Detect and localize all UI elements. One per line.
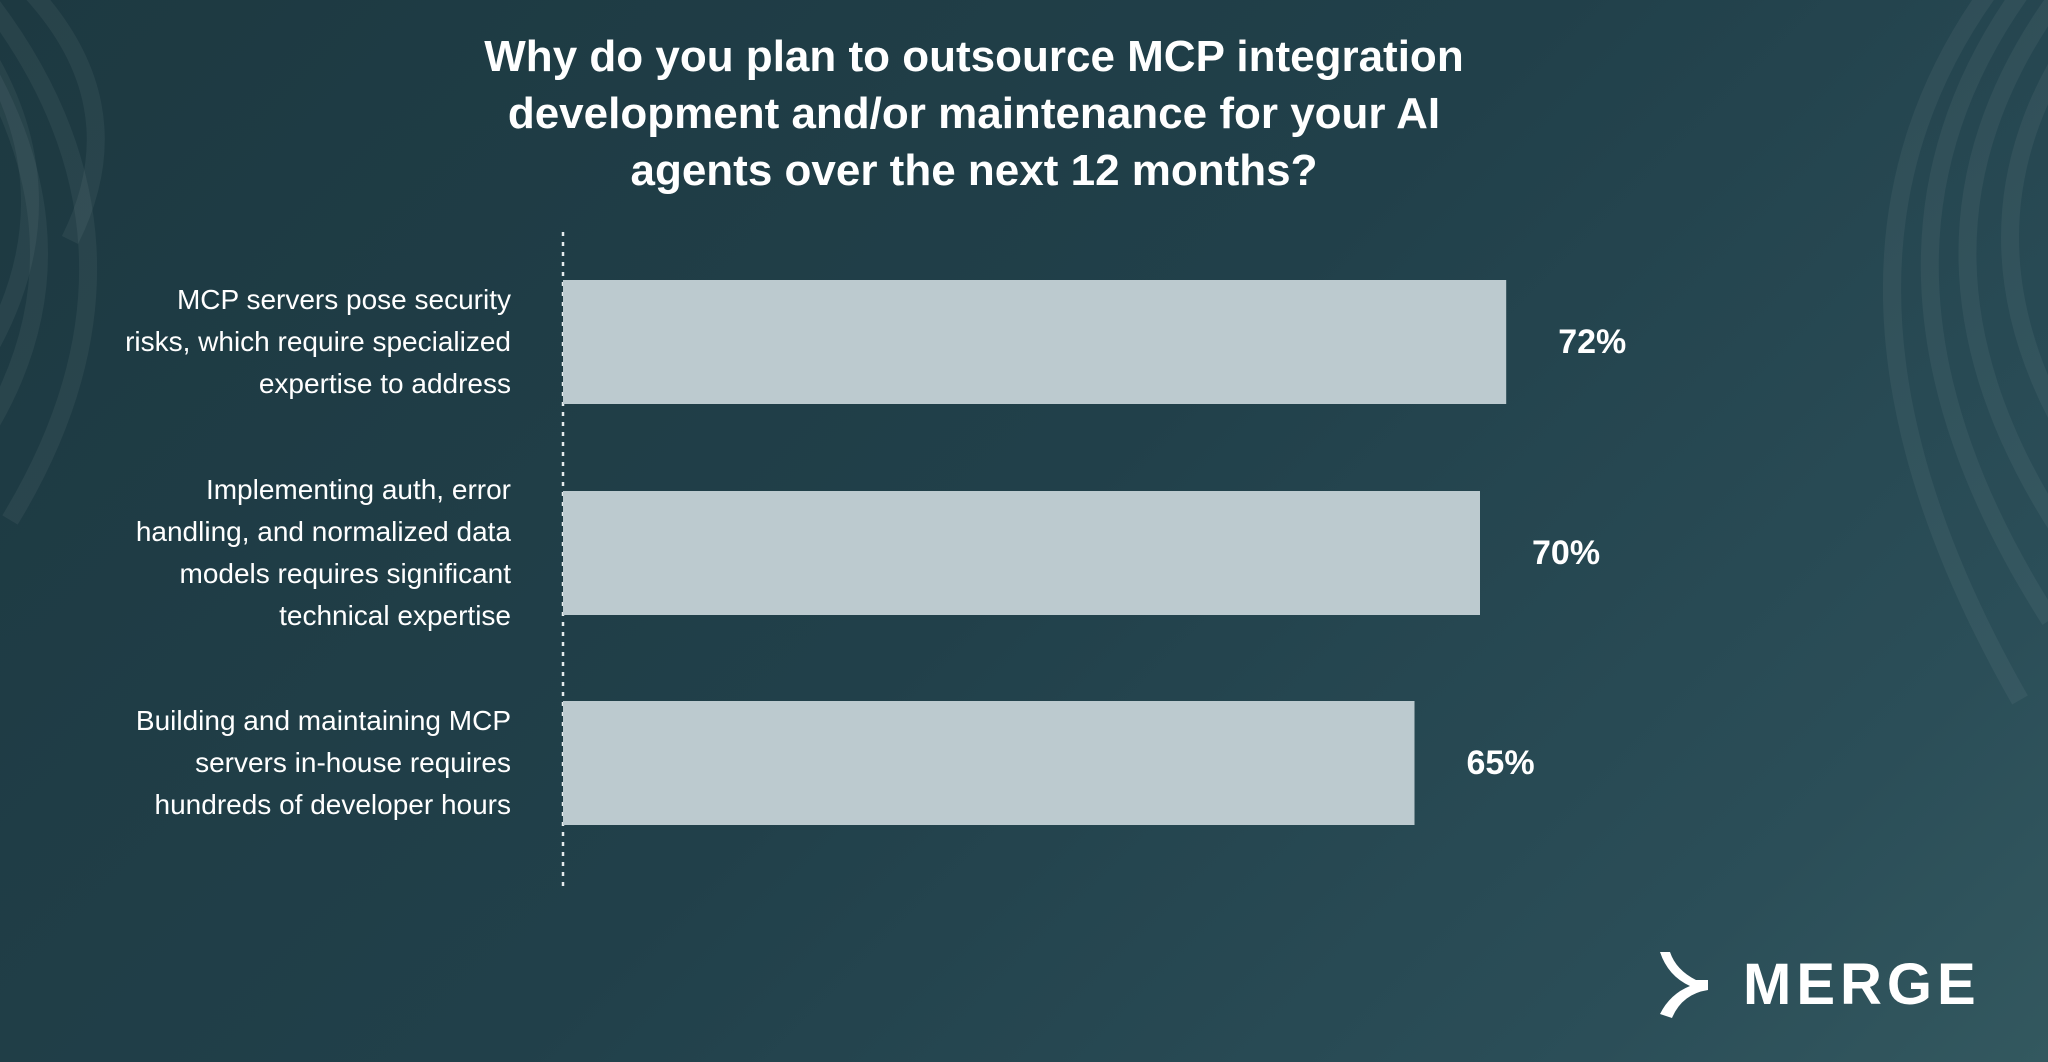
title-line: Why do you plan to outsource MCP integra… xyxy=(484,32,1464,81)
category-label-line: expertise to address xyxy=(258,368,511,399)
category-label-line: Implementing auth, error xyxy=(205,474,511,505)
bar-2 xyxy=(563,491,1480,615)
category-label-1: MCP servers pose security risks, which re… xyxy=(51,279,511,405)
title-line: agents over the next 12 months? xyxy=(630,146,1318,195)
category-label-line: handling, and normalized data xyxy=(135,516,511,547)
value-label-2: 70% xyxy=(1532,534,1601,572)
title-line: development and/or maintenance for your … xyxy=(507,89,1441,138)
chart-title: Why do you plan to outsource MCP integra… xyxy=(374,28,1574,199)
merge-chevron-icon xyxy=(1660,952,1708,1018)
category-label-line: risks, which require specialized xyxy=(125,326,511,357)
category-label-line: models requires significant xyxy=(179,558,512,589)
merge-wordmark: MERGE xyxy=(1743,952,1981,1017)
merge-logo: MERGE xyxy=(1656,950,1976,1024)
value-label-3: 65% xyxy=(1466,744,1535,782)
category-label-line: servers in-house requires xyxy=(195,747,511,778)
category-label-line: hundreds of developer hours xyxy=(154,789,511,820)
category-label-line: MCP servers pose security xyxy=(176,284,511,315)
category-label-3: Building and maintaining MCP servers in-h… xyxy=(51,700,511,826)
category-label-2: Implementing auth, error handling, and no… xyxy=(51,469,511,637)
category-label-line: technical expertise xyxy=(279,600,511,631)
category-label-line: Building and maintaining MCP xyxy=(135,705,511,736)
bar-3 xyxy=(563,701,1415,825)
value-label-1: 72% xyxy=(1558,323,1627,361)
bar-1 xyxy=(563,280,1507,404)
